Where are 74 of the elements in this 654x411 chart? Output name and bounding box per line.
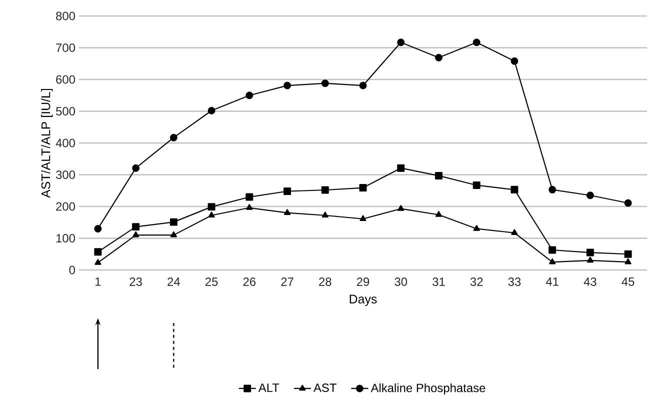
- point: [624, 199, 632, 207]
- point: [246, 204, 253, 210]
- x-tick-label: 23: [130, 278, 142, 286]
- point: [94, 248, 102, 256]
- point: [586, 248, 594, 256]
- point: [549, 258, 556, 264]
- y-tick-label: 0: [69, 266, 76, 274]
- y-tick-label: 800: [56, 12, 76, 20]
- x-tick-label: 33: [508, 278, 521, 286]
- point: [284, 82, 292, 90]
- point: [208, 106, 216, 114]
- x-axis-title: Days: [350, 294, 377, 306]
- x-tick-label: 28: [319, 278, 332, 286]
- point: [548, 186, 556, 194]
- x-tick-label: 26: [243, 278, 256, 286]
- point: [132, 164, 140, 172]
- x-tick-label: 43: [584, 278, 596, 286]
- point: [435, 172, 442, 180]
- point: [246, 92, 254, 100]
- y-tick-label: 600: [56, 75, 76, 84]
- point: [208, 203, 216, 211]
- x-tick-label: 41: [546, 278, 558, 286]
- point: [586, 256, 594, 263]
- point: [472, 181, 480, 189]
- y-tick-label: 400: [56, 138, 76, 148]
- y-axis-title: AST/ALT/ALP [IU/L]: [41, 88, 53, 198]
- x-tick-label: 1: [96, 278, 101, 286]
- point: [473, 224, 480, 231]
- point: [548, 246, 556, 254]
- x-tick-label: 31: [432, 278, 445, 286]
- point: [170, 134, 178, 142]
- x-tick-label: 27: [281, 278, 294, 286]
- y-tick-label: 700: [56, 44, 76, 52]
- point: [624, 250, 632, 258]
- x-tick-label: 45: [622, 278, 634, 286]
- point: [284, 209, 291, 215]
- x-tick-label: 24: [168, 278, 180, 286]
- point: [397, 38, 405, 46]
- point: [586, 192, 594, 200]
- point: [94, 224, 102, 232]
- point: [132, 231, 140, 238]
- point: [624, 258, 632, 264]
- x-tick-label: 30: [394, 278, 408, 286]
- point: [94, 258, 102, 265]
- point: [397, 164, 405, 172]
- legend-label: Alkaline Phosphatase: [370, 383, 486, 395]
- x-tick-label: 29: [356, 278, 370, 286]
- point: [170, 231, 177, 238]
- point: [510, 57, 518, 65]
- x-tick-label: 32: [470, 278, 483, 286]
- point: [359, 184, 367, 192]
- point: [208, 212, 215, 218]
- point: [321, 80, 329, 88]
- point: [246, 193, 254, 201]
- point: [360, 215, 366, 222]
- point: [132, 223, 140, 231]
- point: [511, 229, 518, 235]
- point: [435, 211, 442, 217]
- point: [435, 54, 442, 62]
- legend-label: AST: [313, 384, 336, 392]
- point: [322, 212, 328, 218]
- point: [170, 218, 178, 226]
- y-tick-label: 500: [56, 107, 76, 116]
- point: [510, 186, 518, 194]
- point: [398, 204, 404, 211]
- y-tick-label: 200: [56, 202, 76, 211]
- point: [321, 186, 329, 194]
- point: [359, 82, 367, 90]
- x-tick-label: 25: [205, 278, 218, 286]
- point: [284, 188, 292, 195]
- legend-label: ALT: [258, 384, 280, 392]
- y-tick-label: 100: [56, 234, 76, 242]
- y-tick-label: 300: [56, 170, 76, 179]
- point: [472, 38, 480, 46]
